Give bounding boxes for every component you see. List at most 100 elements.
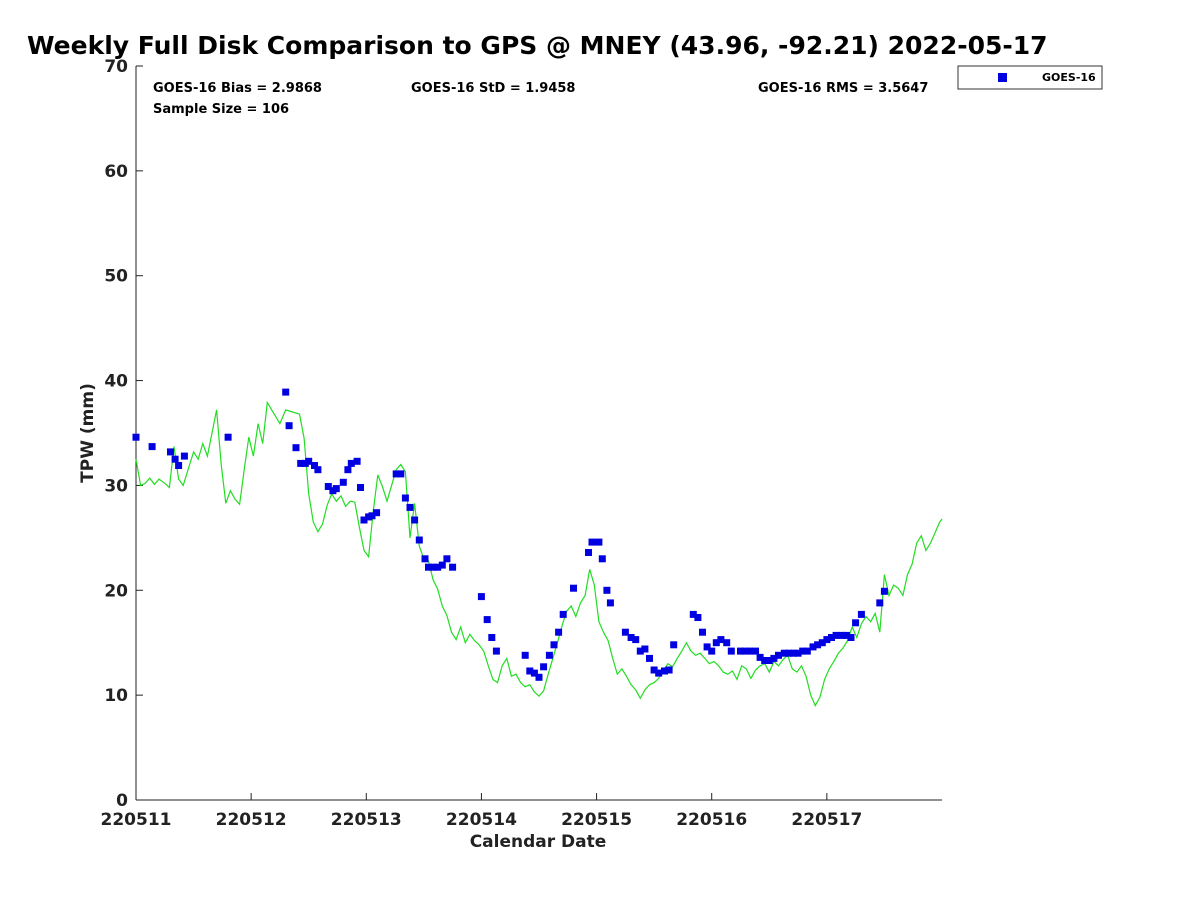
goes-16-point bbox=[434, 563, 442, 571]
goes-16-point bbox=[282, 388, 290, 396]
goes-16-point bbox=[373, 509, 381, 517]
goes-16-point bbox=[311, 462, 318, 469]
goes-16-point bbox=[632, 636, 640, 644]
goes-16-point bbox=[694, 614, 702, 621]
goes-16-point bbox=[670, 641, 678, 649]
goes-16-point bbox=[703, 643, 711, 651]
goes-16-point bbox=[765, 657, 773, 664]
y-tick-label: 70 bbox=[104, 57, 128, 77]
y-tick-label: 30 bbox=[104, 476, 128, 496]
goes-16-point bbox=[397, 470, 405, 478]
stat-rms: GOES-16 RMS = 3.5647 bbox=[758, 81, 928, 96]
x-tick-label: 220517 bbox=[791, 810, 862, 830]
goes-16-point bbox=[780, 649, 788, 657]
goes-16-point bbox=[360, 516, 368, 524]
goes-16-point bbox=[540, 663, 548, 671]
stat-sample-size: Sample Size = 106 bbox=[153, 102, 289, 117]
goes-16-point bbox=[842, 631, 850, 639]
goes-16-point bbox=[477, 593, 485, 601]
goes-16-point bbox=[606, 599, 614, 607]
stat-bias: GOES-16 Bias = 2.9868 bbox=[153, 81, 322, 96]
goes-16-point bbox=[521, 651, 529, 659]
goes-16-point bbox=[406, 503, 414, 511]
y-ticks: 0 10 20 30 40 50 60 70 bbox=[104, 57, 143, 811]
goes-16-point bbox=[818, 639, 826, 647]
goes-16-point bbox=[646, 654, 653, 662]
y-tick-label: 10 bbox=[104, 686, 128, 706]
goes-16-point bbox=[785, 649, 793, 657]
goes-16-point bbox=[832, 631, 840, 639]
goes-16-point bbox=[636, 647, 644, 655]
goes-16-point bbox=[880, 587, 888, 595]
goes-16-point bbox=[650, 666, 658, 674]
gps-line bbox=[135, 400, 943, 707]
goes-16-point bbox=[857, 610, 865, 618]
x-tick-label: 220514 bbox=[446, 810, 517, 830]
plot-area bbox=[135, 66, 942, 801]
goes-16-point bbox=[852, 619, 860, 627]
goes-16-point bbox=[438, 561, 446, 569]
goes-16-point bbox=[175, 462, 183, 469]
goes-16-point bbox=[429, 563, 437, 571]
goes-16-point bbox=[770, 654, 778, 662]
goes-16-point bbox=[392, 470, 400, 478]
y-tick-label: 60 bbox=[104, 162, 128, 182]
goes-16-point bbox=[717, 636, 725, 644]
goes-16-point bbox=[689, 610, 697, 618]
goes-16-point bbox=[550, 641, 558, 649]
y-tick-label: 20 bbox=[104, 581, 128, 601]
goes-16-point bbox=[641, 645, 649, 653]
goes-16-point bbox=[723, 639, 731, 647]
goes-16-point bbox=[752, 647, 759, 655]
goes-16-point bbox=[588, 538, 596, 546]
goes-16-series bbox=[132, 388, 888, 681]
stat-std: GOES-16 StD = 1.9458 bbox=[411, 81, 575, 96]
goes-16-point bbox=[148, 443, 156, 451]
goes-16-point bbox=[741, 647, 749, 655]
legend-marker-goes-16 bbox=[998, 73, 1007, 82]
goes-16-point bbox=[339, 478, 347, 486]
goes-16-point bbox=[727, 647, 735, 655]
x-tick-label: 220512 bbox=[216, 810, 287, 830]
goes-16-point bbox=[595, 538, 603, 546]
goes-16-point bbox=[570, 584, 577, 592]
goes-16-point bbox=[167, 448, 174, 456]
goes-16-point bbox=[814, 641, 822, 649]
y-axis-label: TPW (mm) bbox=[78, 383, 98, 483]
goes-16-point bbox=[488, 634, 496, 641]
goes-16-point bbox=[708, 647, 716, 655]
goes-16-point bbox=[737, 647, 744, 655]
goes-16-point bbox=[665, 666, 673, 674]
y-tick-label: 40 bbox=[104, 372, 128, 392]
goes-16-point bbox=[530, 669, 538, 677]
goes-16-point bbox=[357, 484, 364, 491]
goes-16-point bbox=[828, 634, 835, 641]
goes-16-point bbox=[526, 667, 534, 675]
goes-16-point bbox=[353, 457, 361, 465]
y-tick-label: 50 bbox=[104, 267, 128, 287]
goes-16-point bbox=[545, 651, 553, 659]
goes-16-point bbox=[347, 459, 355, 467]
goes-16-point bbox=[314, 466, 322, 474]
goes-16-point bbox=[421, 555, 429, 563]
goes-16-point bbox=[535, 673, 543, 681]
goes-16-point bbox=[285, 422, 293, 430]
goes-16-point bbox=[699, 628, 706, 636]
goes-16-point bbox=[344, 466, 352, 474]
goes-16-point bbox=[838, 631, 846, 639]
goes-16-point bbox=[756, 653, 764, 661]
y-tick-label: 0 bbox=[116, 791, 128, 811]
goes-16-point bbox=[585, 549, 592, 556]
goes-16-point bbox=[180, 452, 188, 460]
goes-16-point bbox=[621, 628, 629, 636]
goes-16-point bbox=[483, 616, 491, 624]
goes-16-point bbox=[368, 512, 376, 520]
x-tick-label: 220516 bbox=[676, 810, 747, 830]
goes-16-point bbox=[171, 455, 179, 463]
goes-16-point bbox=[224, 433, 232, 441]
goes-16-point bbox=[297, 459, 305, 467]
legend-label-goes-16: GOES-16 bbox=[1042, 71, 1096, 84]
goes-16-point bbox=[132, 433, 140, 441]
goes-16-point bbox=[712, 639, 720, 647]
goes-16-point bbox=[603, 586, 611, 594]
